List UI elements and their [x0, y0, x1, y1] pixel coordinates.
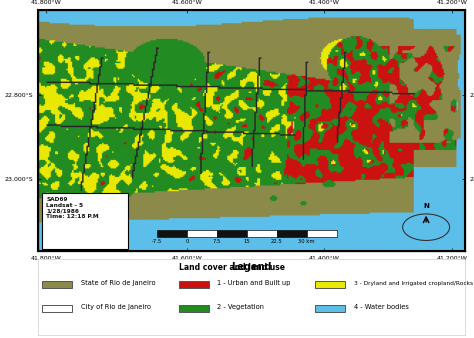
Text: 30 km: 30 km: [298, 239, 315, 244]
Text: 22.5: 22.5: [271, 239, 283, 244]
Text: 3 - Dryland and Irrigated cropland/Rocks: 3 - Dryland and Irrigated cropland/Rocks: [354, 281, 473, 286]
Text: -7.5: -7.5: [152, 239, 163, 244]
Bar: [42, 193, 128, 249]
Text: 7.5: 7.5: [213, 239, 221, 244]
Bar: [179, 305, 209, 312]
Text: SAD69
Landsat - 5
1/28/1986
Time: 12:18 P.M: SAD69 Landsat - 5 1/28/1986 Time: 12:18 …: [46, 197, 99, 219]
Bar: [307, 230, 337, 237]
Bar: [179, 281, 209, 288]
Text: 2 - Vegetation: 2 - Vegetation: [217, 305, 264, 311]
Bar: [315, 305, 345, 312]
Bar: [42, 281, 72, 288]
Text: Land cover and land use: Land cover and land use: [179, 263, 285, 272]
Text: N: N: [423, 203, 429, 209]
Text: 15: 15: [244, 239, 250, 244]
Text: Legend: Legend: [231, 262, 272, 271]
Text: City of Rio de Janeiro: City of Rio de Janeiro: [81, 305, 151, 311]
Bar: [187, 230, 217, 237]
Text: 1 - Urban and Built up: 1 - Urban and Built up: [217, 280, 291, 286]
Text: 4 - Water bodies: 4 - Water bodies: [354, 305, 409, 311]
Bar: [157, 230, 187, 237]
Text: State of Rio de Janeiro: State of Rio de Janeiro: [81, 280, 155, 286]
Bar: [315, 281, 345, 288]
Bar: [247, 230, 277, 237]
Bar: [42, 305, 72, 312]
Text: 0: 0: [185, 239, 189, 244]
Bar: [217, 230, 247, 237]
Bar: [277, 230, 307, 237]
